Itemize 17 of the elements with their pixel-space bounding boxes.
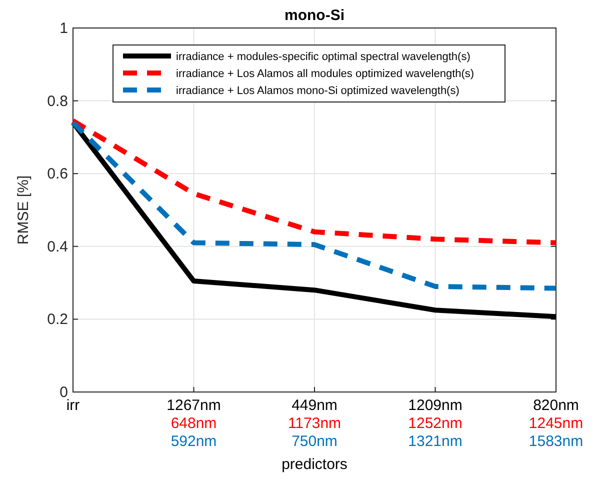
x-tick-label: 1209nm 1252nm 1321nm bbox=[408, 397, 462, 450]
y-tick-label: 0 bbox=[60, 384, 68, 401]
legend-label: irradiance + modules-specific optimal spectral wavelength(s) bbox=[176, 51, 470, 63]
y-tick-label: 0.6 bbox=[47, 166, 68, 183]
x-tick-label: 1267nm 648nm 592nm bbox=[166, 397, 221, 450]
chart-title: mono-Si bbox=[284, 7, 344, 24]
y-tick-label: 0.2 bbox=[47, 311, 68, 328]
x-tick-label: 449nm 1173nm 750nm bbox=[288, 397, 342, 450]
x-axis-title: predictors bbox=[282, 456, 348, 473]
legend-label: irradiance + Los Alamos all modules optimized wavelength(s) bbox=[176, 68, 474, 80]
x-tick-label: irr bbox=[66, 397, 80, 414]
y-tick-label: 1 bbox=[60, 20, 68, 37]
y-tick-label: 0.8 bbox=[47, 92, 68, 110]
legend-label: irradiance + Los Alamos mono-Si optimized wavelength(s) bbox=[176, 85, 460, 97]
x-tick-label: 820nm 1245nm 1583nm bbox=[528, 397, 584, 450]
y-axis-title: RMSE [%] bbox=[15, 175, 32, 245]
y-tick-label: 0.4 bbox=[47, 238, 68, 256]
